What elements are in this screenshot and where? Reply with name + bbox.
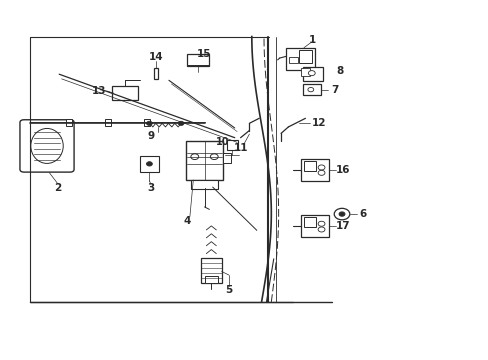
Circle shape: [307, 87, 313, 92]
Bar: [302, 84, 321, 95]
Bar: [301, 68, 309, 76]
Bar: [288, 57, 297, 63]
Circle shape: [318, 165, 325, 170]
Circle shape: [146, 121, 152, 126]
Text: 3: 3: [147, 183, 154, 193]
Bar: [191, 180, 218, 189]
Bar: [105, 120, 111, 126]
Bar: [304, 217, 316, 227]
Bar: [226, 140, 237, 150]
Text: 16: 16: [335, 165, 349, 175]
Circle shape: [318, 170, 325, 175]
Text: 1: 1: [308, 35, 316, 45]
Bar: [201, 258, 221, 283]
Text: 5: 5: [225, 285, 232, 295]
Bar: [140, 156, 159, 172]
FancyBboxPatch shape: [20, 120, 74, 172]
Circle shape: [333, 208, 349, 220]
Bar: [144, 120, 150, 126]
Text: 14: 14: [148, 52, 163, 62]
Bar: [222, 153, 231, 163]
Circle shape: [190, 154, 198, 159]
Ellipse shape: [31, 129, 63, 163]
Text: 15: 15: [197, 49, 211, 59]
Circle shape: [318, 221, 325, 226]
Circle shape: [308, 71, 315, 76]
Text: 2: 2: [55, 183, 61, 193]
Text: 13: 13: [92, 86, 106, 96]
Circle shape: [318, 227, 325, 232]
Text: 7: 7: [330, 85, 338, 95]
Text: 6: 6: [358, 209, 366, 219]
Bar: [154, 68, 158, 78]
Circle shape: [210, 154, 218, 159]
Bar: [304, 161, 316, 171]
Bar: [187, 54, 209, 66]
Bar: [204, 276, 218, 283]
Text: 12: 12: [311, 118, 325, 128]
Text: 11: 11: [233, 143, 247, 153]
Bar: [286, 48, 314, 70]
Bar: [299, 50, 311, 63]
Text: 9: 9: [147, 131, 154, 141]
Text: 8: 8: [335, 66, 343, 76]
Circle shape: [146, 162, 152, 166]
Text: 17: 17: [335, 221, 349, 231]
Bar: [111, 86, 138, 100]
Bar: [301, 159, 329, 181]
Bar: [301, 215, 329, 237]
Text: 4: 4: [183, 216, 190, 226]
Bar: [186, 140, 223, 180]
Bar: [302, 67, 323, 81]
Circle shape: [338, 212, 344, 216]
Text: 10: 10: [215, 138, 229, 147]
Bar: [66, 120, 72, 126]
Circle shape: [178, 121, 183, 126]
